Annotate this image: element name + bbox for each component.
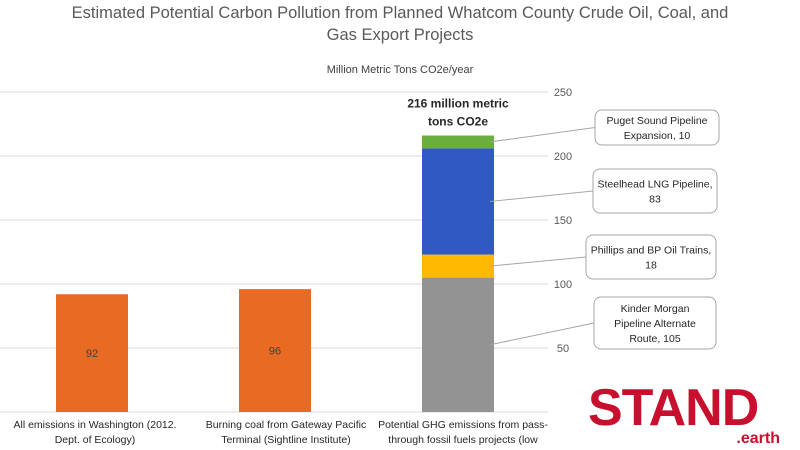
- bar-data-label: 92: [86, 348, 98, 360]
- logo-wordmark: STAND: [588, 379, 759, 437]
- stack-segment: [422, 148, 494, 255]
- bar: [239, 289, 311, 412]
- callout-leader: [489, 256, 587, 267]
- y-tick-label: 50: [557, 343, 569, 355]
- callout-leader: [489, 322, 595, 346]
- y-tick-label: 200: [554, 151, 572, 163]
- total-label: 216 million metric: [407, 97, 509, 111]
- callout-text: Expansion, 10: [624, 130, 691, 142]
- callout-leader: [489, 190, 594, 202]
- callout-box: [593, 296, 717, 350]
- category-label-line: Dept. of Ecology): [54, 434, 136, 446]
- total-label: tons CO2e: [428, 115, 488, 129]
- y-axis-label: Million Metric Tons CO2e/year: [326, 64, 474, 76]
- stack-segment: [422, 135, 494, 149]
- callout-box: [585, 234, 717, 280]
- category-label-line: Terminal (Sightline Institute): [221, 434, 351, 446]
- y-tick-label: 100: [554, 279, 572, 291]
- category-label: Burning coal from Gateway Pacific Termin…: [191, 418, 381, 448]
- stack-segment: [422, 277, 494, 412]
- callout-box: [592, 168, 718, 214]
- callout-leader: [489, 127, 596, 143]
- callout-text: 18: [645, 260, 657, 272]
- category-label-line: Potential GHG emissions from pass-: [378, 419, 548, 431]
- callout-text: Phillips and BP Oil Trains,: [591, 245, 712, 257]
- stand-earth-logo: STAND .earth: [588, 379, 798, 450]
- callout-text: Route, 105: [629, 333, 681, 345]
- callout-text: 83: [649, 194, 661, 206]
- callout-box: [594, 109, 720, 146]
- category-label: All emissions in Washington (2012. Dept.…: [0, 418, 190, 448]
- bar: [56, 294, 128, 412]
- y-tick-label: 150: [554, 215, 572, 227]
- callout-text: Steelhead LNG Pipeline,: [598, 179, 713, 191]
- callout-text: Puget Sound Pipeline: [607, 115, 708, 127]
- callout-text: Kinder Morgan: [621, 303, 690, 315]
- y-tick-label: 250: [554, 87, 572, 99]
- chart-title: Estimated Potential Carbon Pollution fro…: [71, 4, 729, 44]
- category-label-line: through fossil fuels projects (low: [388, 434, 538, 446]
- category-label: Potential GHG emissions from pass- throu…: [368, 418, 558, 448]
- stack-segment: [422, 254, 494, 278]
- bar-data-label: 96: [269, 346, 281, 358]
- callout-text: Pipeline Alternate: [614, 318, 696, 330]
- category-label-line: All emissions in Washington (2012.: [13, 419, 177, 431]
- category-label-line: Burning coal from Gateway Pacific: [205, 419, 367, 431]
- logo-domain: .earth: [736, 430, 780, 447]
